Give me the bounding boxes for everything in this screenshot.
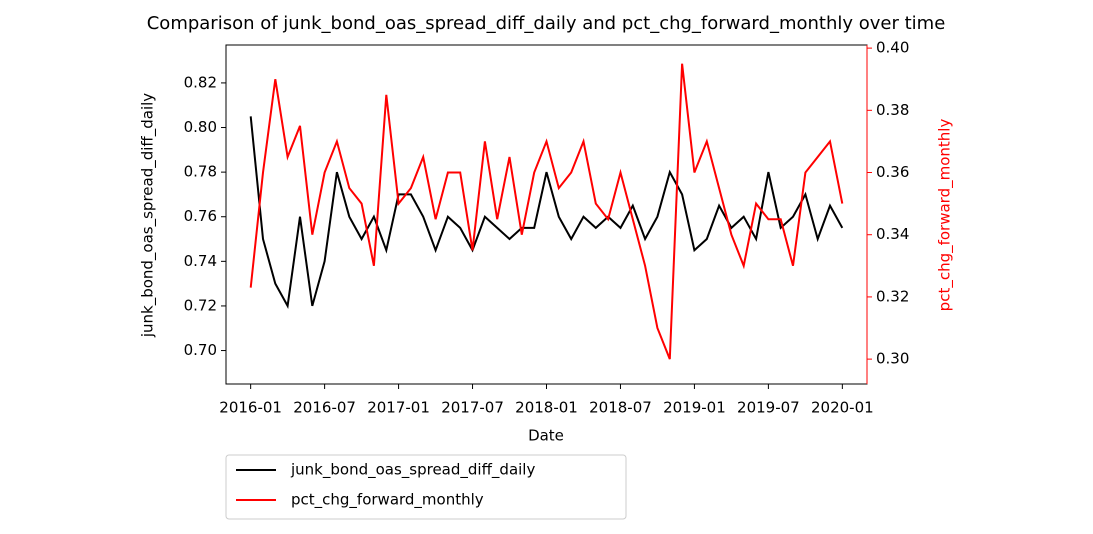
legend-label: pct_chg_forward_monthly	[291, 491, 484, 510]
x-tick-label: 2018-07	[589, 399, 652, 417]
series-line	[249, 116, 844, 310]
y2-tick-label: 0.32	[876, 287, 909, 305]
y-tick-label: 0.72	[184, 296, 217, 314]
x-tick-label: 2018-01	[515, 399, 578, 417]
y-tick-label: 0.70	[184, 341, 217, 359]
y-tick-label: 0.76	[184, 207, 217, 225]
y-tick-label: 0.74	[184, 252, 217, 270]
x-tick-label: 2020-01	[811, 399, 874, 417]
y-tick-label: 0.80	[184, 118, 217, 136]
y-tick-label: 0.82	[184, 73, 217, 91]
legend-box	[225, 454, 627, 520]
y2-tick-label: 0.40	[876, 39, 909, 57]
x-tick-label: 2017-01	[367, 399, 430, 417]
plot-frame-left	[225, 44, 868, 385]
y2-tick-label: 0.36	[876, 163, 909, 181]
x-axis-label: Date	[528, 427, 564, 445]
chart-title: Comparison of junk_bond_oas_spread_diff_…	[147, 13, 946, 34]
y2-tick-label: 0.38	[876, 101, 909, 119]
legend-label: junk_bond_oas_spread_diff_daily	[290, 461, 535, 480]
y2-tick-label: 0.34	[876, 225, 909, 243]
series-line	[249, 63, 844, 360]
x-tick-label: 2019-07	[737, 399, 800, 417]
x-tick-label: 2016-01	[219, 399, 282, 417]
y2-axis-label: pct_chg_forward_monthly	[936, 119, 955, 312]
x-tick-label: 2019-01	[663, 399, 726, 417]
x-tick-label: 2017-07	[441, 399, 504, 417]
y2-tick-label: 0.30	[876, 350, 909, 368]
y-tick-label: 0.78	[184, 163, 217, 181]
y-axis-label: junk_bond_oas_spread_diff_daily	[139, 93, 158, 338]
x-tick-label: 2016-07	[293, 399, 356, 417]
